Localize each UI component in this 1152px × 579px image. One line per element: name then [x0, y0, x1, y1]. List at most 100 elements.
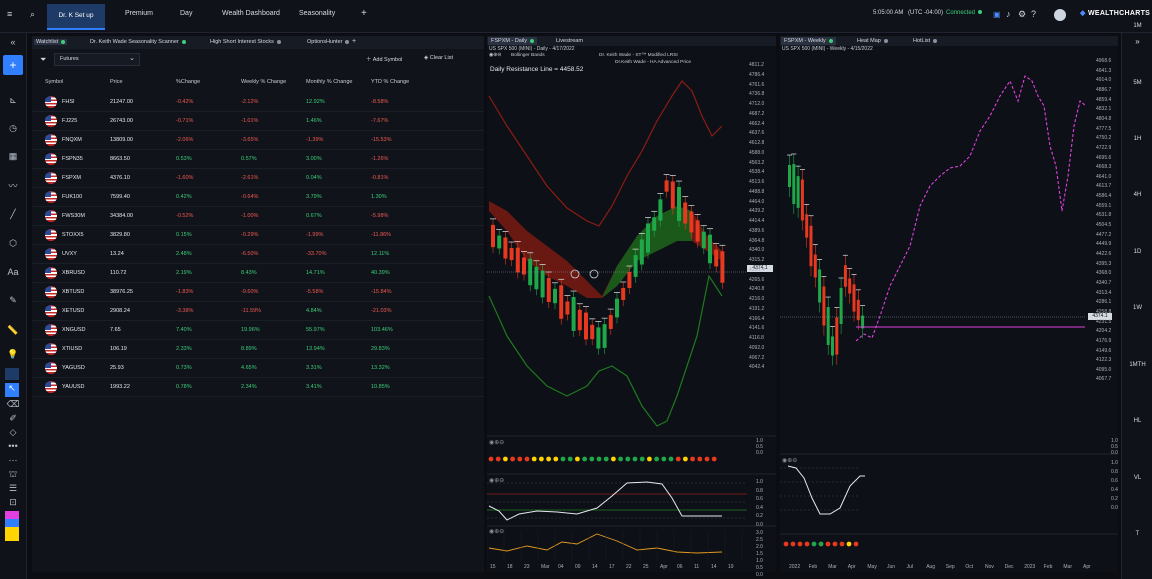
col-weekly-change[interactable]: Weekly % Change: [241, 79, 287, 85]
study-bollinger[interactable]: Bollinger Bands: [511, 53, 545, 58]
weekly-price-svg[interactable]: ◉⊕⊖: [780, 36, 1118, 572]
gear-icon[interactable]: ⚙: [1018, 9, 1027, 19]
table-row[interactable]: XBRUSD 110.72 2.19% 8.43% 14.71% 40.39%: [32, 264, 484, 283]
add-widget-button[interactable]: +: [3, 55, 23, 75]
clear-list-button[interactable]: ◈ Clear List: [424, 55, 453, 61]
timeframe-hl[interactable]: HL: [1133, 418, 1142, 424]
y-tick-label: 0.0: [1111, 505, 1118, 511]
bell-icon[interactable]: ♪: [1006, 9, 1011, 19]
candle-body: [652, 217, 657, 231]
tab-fspxm-daily[interactable]: FSPXM - Daily: [488, 37, 538, 45]
eraser-icon[interactable]: ⌫: [6, 399, 20, 409]
table-row[interactable]: UVXY 13.24 2.48% -6.50% -33.70% 12.11%: [32, 245, 484, 264]
tab-heat-map[interactable]: Heat Map: [854, 37, 891, 45]
col-change[interactable]: %Change: [176, 79, 201, 85]
timeframe-t[interactable]: T: [1135, 531, 1140, 537]
color-palette-icon[interactable]: [5, 511, 19, 541]
table-row[interactable]: FWS30M 34384.00 -0.52% -1.00% 0.67% -5.98%: [32, 207, 484, 226]
ruler-icon[interactable]: 📏: [7, 325, 19, 335]
line-tool-icon[interactable]: ╱: [10, 209, 16, 219]
clock-icon[interactable]: ◷: [9, 123, 17, 133]
study-icons[interactable]: ◉⊕⊖: [489, 53, 502, 58]
daily-price-svg[interactable]: ◉⊕⊖ ◉⊕⊖ ◉⊕⊖: [487, 36, 776, 572]
timeframe-1w[interactable]: 1W: [1133, 305, 1142, 311]
table-row[interactable]: XETUSD 2908.24 -3.38% -11.59% 4.84% -21.03%: [32, 302, 484, 321]
study-ha-price[interactable]: Dr.Keith Wade - HA Advanced Price: [615, 60, 692, 65]
add-symbol-button[interactable]: ＋ Add Symbol: [366, 55, 402, 63]
layers-icon[interactable]: ☰: [8, 483, 18, 493]
table-row[interactable]: FSPN35 8663.50 0.53% 0.57% 3.00% -1.26%: [32, 150, 484, 169]
brush-icon[interactable]: ✎: [9, 295, 17, 305]
trend-icon[interactable]: 〰: [8, 181, 18, 191]
filter-icon[interactable]: ⏷: [40, 55, 47, 64]
table-row[interactable]: STOXX5 3829.80 0.15% -0.29% -1.99% -11.86%: [32, 226, 484, 245]
table-row[interactable]: FHSI 21247.00 -0.42% -2.12% 12.92% -8.58%: [32, 93, 484, 112]
col-price[interactable]: Price: [110, 79, 123, 85]
col-monthly-change[interactable]: Monthly % Change: [306, 79, 353, 85]
table-row[interactable]: YAGUSD 25.93 0.73% 4.65% 3.31% 13.32%: [32, 359, 484, 378]
table-row[interactable]: FNQXM 13809.00 -2.06% -3.65% -1.39% -15.53%: [32, 131, 484, 150]
col-symbol[interactable]: Symbol: [45, 79, 64, 85]
help-icon[interactable]: ?: [1031, 9, 1037, 19]
timezone[interactable]: (UTC -04:00): [908, 10, 944, 16]
signal-dot: [531, 456, 537, 462]
table-row[interactable]: FJ225 26743.00 -0.71% -1.01% 1.46% -7.67%: [32, 112, 484, 131]
calendar-icon[interactable]: ▦: [8, 151, 18, 161]
settings-small-icon[interactable]: ⊡: [9, 497, 17, 507]
tab-watchlist[interactable]: Watchlist: [34, 39, 68, 45]
tab-dr-k-set-up[interactable]: Dr. K Set up: [47, 4, 105, 30]
search-icon[interactable]: ⌕: [30, 9, 36, 19]
tab-premium[interactable]: Premium: [125, 10, 154, 17]
table-row[interactable]: YAUUSD 1993.22 0.78% 2.34% 3.41% 10.85%: [32, 378, 484, 397]
study-lrsi[interactable]: Dr. Keith Wade - ST™ Modified LRSI: [599, 53, 678, 58]
tab-day[interactable]: Day: [180, 10, 193, 17]
timeframe-1mth[interactable]: 1MTH: [1129, 362, 1146, 368]
timeframe-5m[interactable]: 5M: [1133, 80, 1142, 86]
timeframe-vl[interactable]: VL: [1133, 475, 1142, 481]
timeframe-1h[interactable]: 1H: [1133, 136, 1142, 142]
tab-fspxm-weekly[interactable]: FSPXM - Weekly: [781, 37, 836, 45]
tab-livestream[interactable]: Livestream: [556, 38, 583, 44]
table-row[interactable]: XNGUSD 7.65 7.40% 19.96% 55.97% 103.46%: [32, 321, 484, 340]
stream-icon[interactable]: ⋯: [8, 455, 18, 465]
text-tool-icon[interactable]: Aa: [7, 267, 19, 277]
timeframe-1d[interactable]: 1D: [1133, 249, 1142, 255]
avatar[interactable]: [1054, 9, 1066, 21]
y-tick-label: 4313.4: [1096, 289, 1112, 296]
tab-seasonality-scanner[interactable]: Dr. Keith Wade Seasonality Scanner: [90, 39, 186, 45]
tab-seasonality[interactable]: Seasonality: [299, 10, 336, 17]
tab-high-short-interest[interactable]: High Short Interest Stocks: [210, 39, 281, 45]
tag-icon[interactable]: ◇: [9, 427, 17, 437]
y-tick-label: 4265.6: [749, 276, 765, 283]
eye-icon[interactable]: [5, 368, 19, 380]
lock-icon[interactable]: ⛫: [8, 469, 18, 479]
collapse-left-icon[interactable]: «: [10, 37, 16, 47]
collapse-right-icon[interactable]: »: [1135, 37, 1140, 46]
signal-dot: [654, 456, 659, 462]
timeframe-4h[interactable]: 4H: [1133, 192, 1142, 198]
y-tick-label: 4464.0: [749, 198, 765, 205]
chart-icon[interactable]: ⊾: [9, 95, 17, 105]
col-ytd-change[interactable]: YTD % Change: [371, 79, 410, 85]
dots-icon[interactable]: •••: [8, 441, 18, 451]
table-row[interactable]: XTIUSD 106.19 2.33% 8.89% 13.94% 29.83%: [32, 340, 484, 359]
tab-wealth-dashboard[interactable]: Wealth Dashboard: [222, 10, 280, 17]
tab-options-hunter[interactable]: OptionsHunter: [307, 39, 350, 45]
tab-hotlist[interactable]: HotList: [910, 37, 940, 45]
table-row[interactable]: XBTUSD 38976.25 -1.83% -9.60% -5.58% -15.84%: [32, 283, 484, 302]
us-flag-icon: [45, 191, 57, 203]
connection-status: Connected: [946, 10, 983, 16]
timeframe-1m[interactable]: 1M: [1133, 23, 1142, 29]
table-row[interactable]: FUK100 7599.40 0.42% -0.64% 3.79% 1.30%: [32, 188, 484, 207]
shapes-icon[interactable]: ⬡: [9, 238, 17, 248]
lightbulb-icon[interactable]: 💡: [7, 349, 19, 359]
cursor-icon[interactable]: ↖: [5, 383, 19, 397]
futures-dropdown[interactable]: Futures ⌄: [54, 53, 140, 66]
menu-icon[interactable]: ≡: [7, 9, 13, 19]
add-tab-icon[interactable]: +: [352, 38, 357, 45]
pen-icon[interactable]: ✐: [9, 413, 17, 423]
add-tab-button[interactable]: +: [361, 8, 367, 19]
table-row[interactable]: FSPXM 4376.10 -1.60% -2.61% 0.04% -0.81%: [32, 169, 484, 188]
save-icon[interactable]: ▣: [993, 10, 1001, 19]
cell-price: 38976.25: [110, 289, 133, 295]
